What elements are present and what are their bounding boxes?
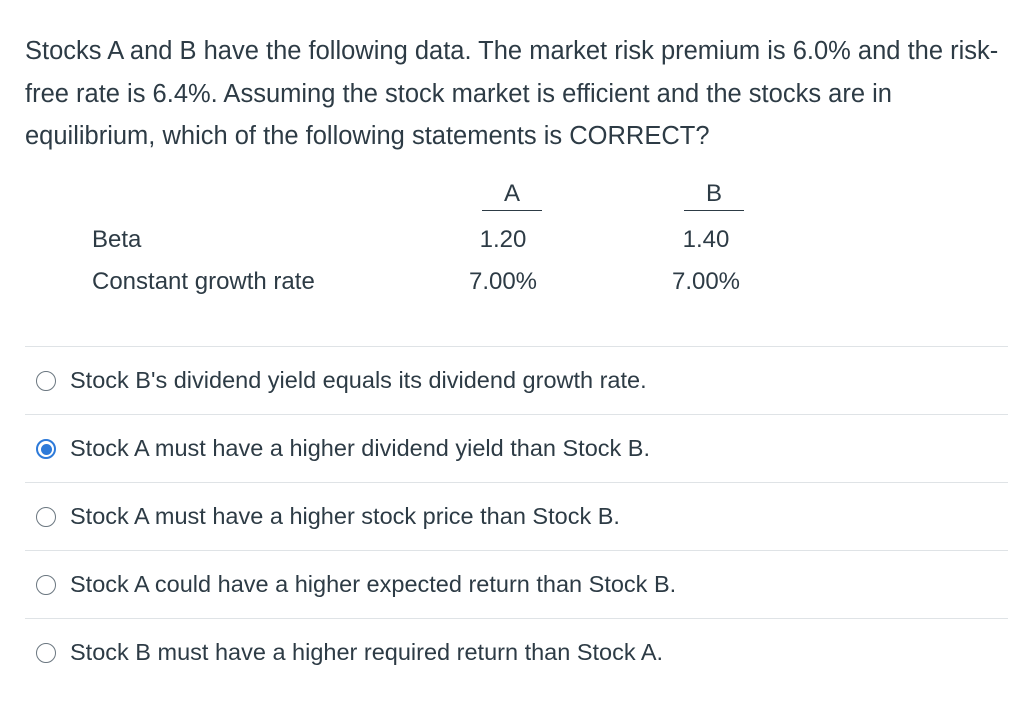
answer-option-1[interactable]: Stock B's dividend yield equals its divi… [25, 346, 1008, 414]
radio-button[interactable] [36, 642, 56, 663]
answer-option-5[interactable]: Stock B must have a higher required retu… [25, 618, 1008, 686]
radio-button[interactable] [36, 438, 56, 459]
answer-option-2[interactable]: Stock A must have a higher dividend yiel… [25, 414, 1008, 482]
column-header-a: A [482, 178, 542, 211]
answer-label: Stock B must have a higher required retu… [70, 639, 664, 665]
row-label-beta: Beta [92, 226, 142, 253]
row-label-growth-rate: Constant growth rate [92, 268, 315, 295]
cell-beta-a: 1.20 [479, 226, 527, 253]
answer-option-3[interactable]: Stock A must have a higher stock price t… [25, 482, 1008, 550]
question-text: Stocks A and B have the following data. … [25, 37, 999, 150]
radio-button[interactable] [36, 370, 56, 391]
radio-button[interactable] [36, 574, 56, 595]
answer-label: Stock A must have a higher dividend yiel… [70, 435, 651, 461]
answer-label: Stock B's dividend yield equals its divi… [70, 367, 647, 393]
answer-list: Stock B's dividend yield equals its divi… [25, 346, 1008, 686]
answer-label: Stock A must have a higher stock price t… [70, 503, 620, 529]
cell-beta-b: 1.40 [682, 226, 730, 253]
answer-label: Stock A could have a higher expected ret… [70, 571, 677, 597]
cell-growth-a: 7.00% [468, 268, 538, 295]
cell-growth-b: 7.00% [671, 268, 741, 295]
answer-option-4[interactable]: Stock A could have a higher expected ret… [25, 550, 1008, 618]
radio-button[interactable] [36, 506, 56, 527]
column-header-b: B [684, 178, 744, 211]
